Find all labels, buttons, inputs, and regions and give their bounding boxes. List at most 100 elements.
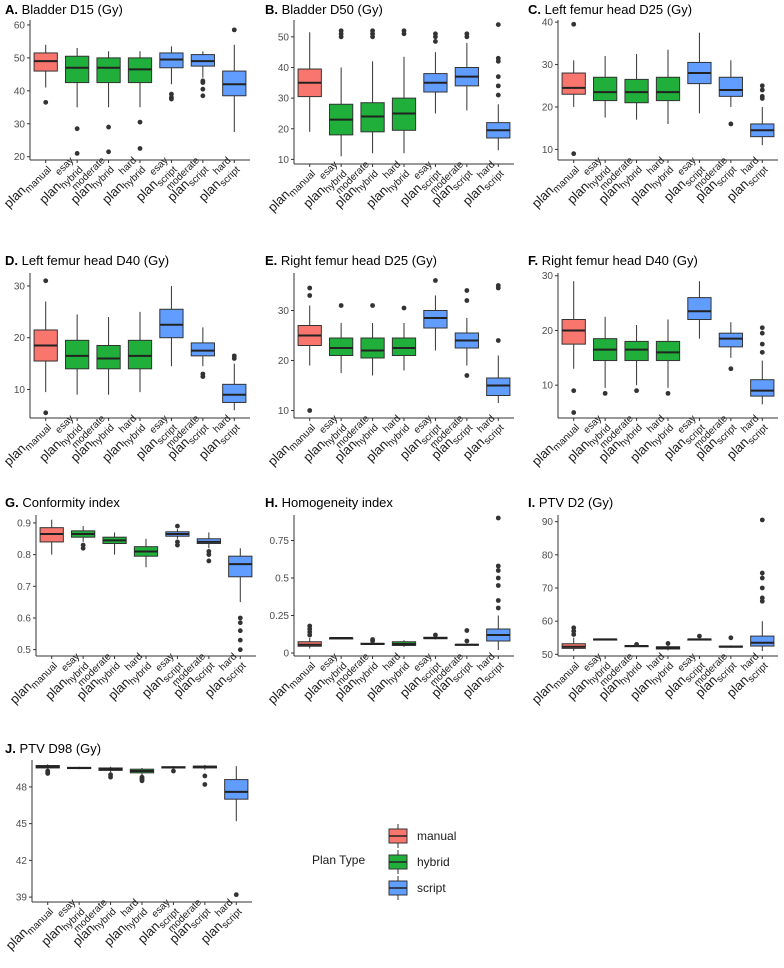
outlier-point (571, 625, 577, 631)
legend: Plan Type manual hybrid script (312, 824, 456, 900)
outlier-point (495, 598, 501, 603)
outlier-point (237, 628, 243, 634)
outlier-point (759, 575, 765, 581)
outlier-point (175, 523, 180, 529)
outlier-point (634, 388, 639, 394)
outlier-point (370, 303, 375, 308)
box-moderate_hybrid (624, 340, 649, 362)
outlier-point (759, 87, 765, 93)
outlier-point (571, 151, 577, 157)
box-moderate_script (718, 76, 743, 97)
panel-title-text: Right femur head D40 (Gy) (542, 253, 698, 268)
y-tick-label: 30 (278, 306, 290, 317)
outlier-point (108, 774, 113, 780)
outlier-point (728, 366, 734, 372)
outlier-point (237, 615, 243, 621)
panel-letter: H. (265, 495, 282, 510)
outlier-point (759, 96, 765, 101)
outlier-point (433, 39, 438, 44)
outlier-point (495, 583, 501, 588)
outlier-point (464, 298, 470, 303)
outlier-point (338, 303, 344, 308)
box-moderate_hybrid (360, 337, 385, 359)
panel-c: C. Left femur head D25 (Gy)10203040planm… (528, 2, 778, 211)
y-tick-label: 20 (542, 326, 554, 337)
y-tick-label: 30 (14, 281, 26, 292)
outlier-point (759, 598, 765, 604)
panel-title-text: Bladder D50 (Gy) (282, 2, 383, 17)
y-tick-label: 42 (16, 856, 28, 867)
y-tick-label: 0.5 (17, 645, 31, 656)
outlier-point (43, 99, 49, 105)
panel-title-text: Left femur head D40 (Gy) (22, 253, 169, 268)
panel-letter: D. (5, 253, 22, 268)
box-esay_script (423, 310, 448, 329)
panel-letter: J. (5, 741, 19, 756)
y-tick-label: 30 (14, 119, 26, 130)
legend-item-manual: manual (388, 824, 456, 848)
panel-title: G. Conformity index (5, 495, 120, 510)
panel-title: J. PTV D98 (Gy) (5, 741, 101, 756)
outlier-point (45, 771, 51, 776)
y-tick-label: 45 (16, 819, 28, 830)
box-hard_script (222, 383, 247, 403)
outlier-point (571, 21, 577, 27)
outlier-point (571, 410, 577, 415)
outlier-point (759, 570, 765, 576)
panel-b: B. Bladder D50 (Gy)1020304050planmanualp… (265, 2, 514, 215)
outlier-point (728, 121, 734, 127)
panel-letter: A. (5, 2, 22, 17)
y-tick-label: 50 (542, 650, 554, 661)
y-tick-label: 20 (278, 356, 290, 367)
panel-title: E. Right femur head D25 (Gy) (265, 253, 437, 268)
panel-title-text: Conformity index (22, 495, 120, 510)
y-tick-label: 60 (14, 20, 26, 31)
outlier-point (200, 80, 206, 85)
panel-a: A. Bladder D15 (Gy)2030405060planmanualp… (1, 2, 250, 211)
outlier-point (200, 86, 206, 92)
panel-title: A. Bladder D15 (Gy) (5, 2, 123, 17)
outlier-point (401, 31, 407, 37)
outlier-point (495, 22, 501, 27)
y-tick-label: 10 (542, 381, 554, 392)
box-hard_hybrid (655, 340, 681, 362)
y-tick-label: 60 (542, 617, 554, 628)
y-tick-label: 39 (16, 893, 28, 904)
y-tick-label: 10 (14, 385, 26, 396)
outlier-point (464, 373, 470, 378)
panel-d: D. Left femur head D40 (Gy)102030planman… (1, 253, 250, 469)
outlier-point (665, 640, 671, 646)
outlier-point (74, 126, 80, 132)
outlier-point (464, 628, 470, 633)
outlier-point (495, 74, 501, 80)
outlier-point (137, 119, 143, 125)
outlier-point (495, 83, 501, 89)
outlier-point (464, 288, 470, 293)
outlier-point (370, 34, 375, 40)
box-esay_hybrid (593, 76, 618, 102)
panel-letter: B. (265, 2, 282, 17)
outlier-point (433, 632, 438, 638)
outlier-point (139, 778, 145, 784)
panel-e: E. Right femur head D25 (Gy)102030planma… (265, 253, 514, 469)
y-tick-label: 20 (14, 333, 26, 344)
outlier-point (433, 34, 438, 40)
panel-title: F. Right femur head D40 (Gy) (528, 253, 698, 268)
outlier-point (495, 285, 501, 291)
panel-j: J. PTV D98 (Gy)39424548planmanualplanhyb… (3, 741, 252, 953)
legend-label-script: script (417, 881, 446, 895)
box-moderate_script (190, 342, 215, 357)
outlier-point (571, 632, 577, 637)
outlier-point (401, 305, 407, 311)
outlier-point (759, 325, 765, 331)
y-tick-label: 10 (542, 145, 554, 156)
legend-item-script: script (388, 876, 446, 900)
panel-g: G. Conformity index0.50.60.70.80.9planma… (5, 495, 256, 707)
outlier-point (43, 278, 49, 284)
outlier-point (370, 637, 375, 642)
y-tick-label: 70 (542, 583, 554, 594)
box-hard_script (750, 635, 775, 647)
outlier-point (495, 92, 501, 98)
outlier-point (202, 773, 208, 779)
outlier-point (175, 542, 180, 548)
